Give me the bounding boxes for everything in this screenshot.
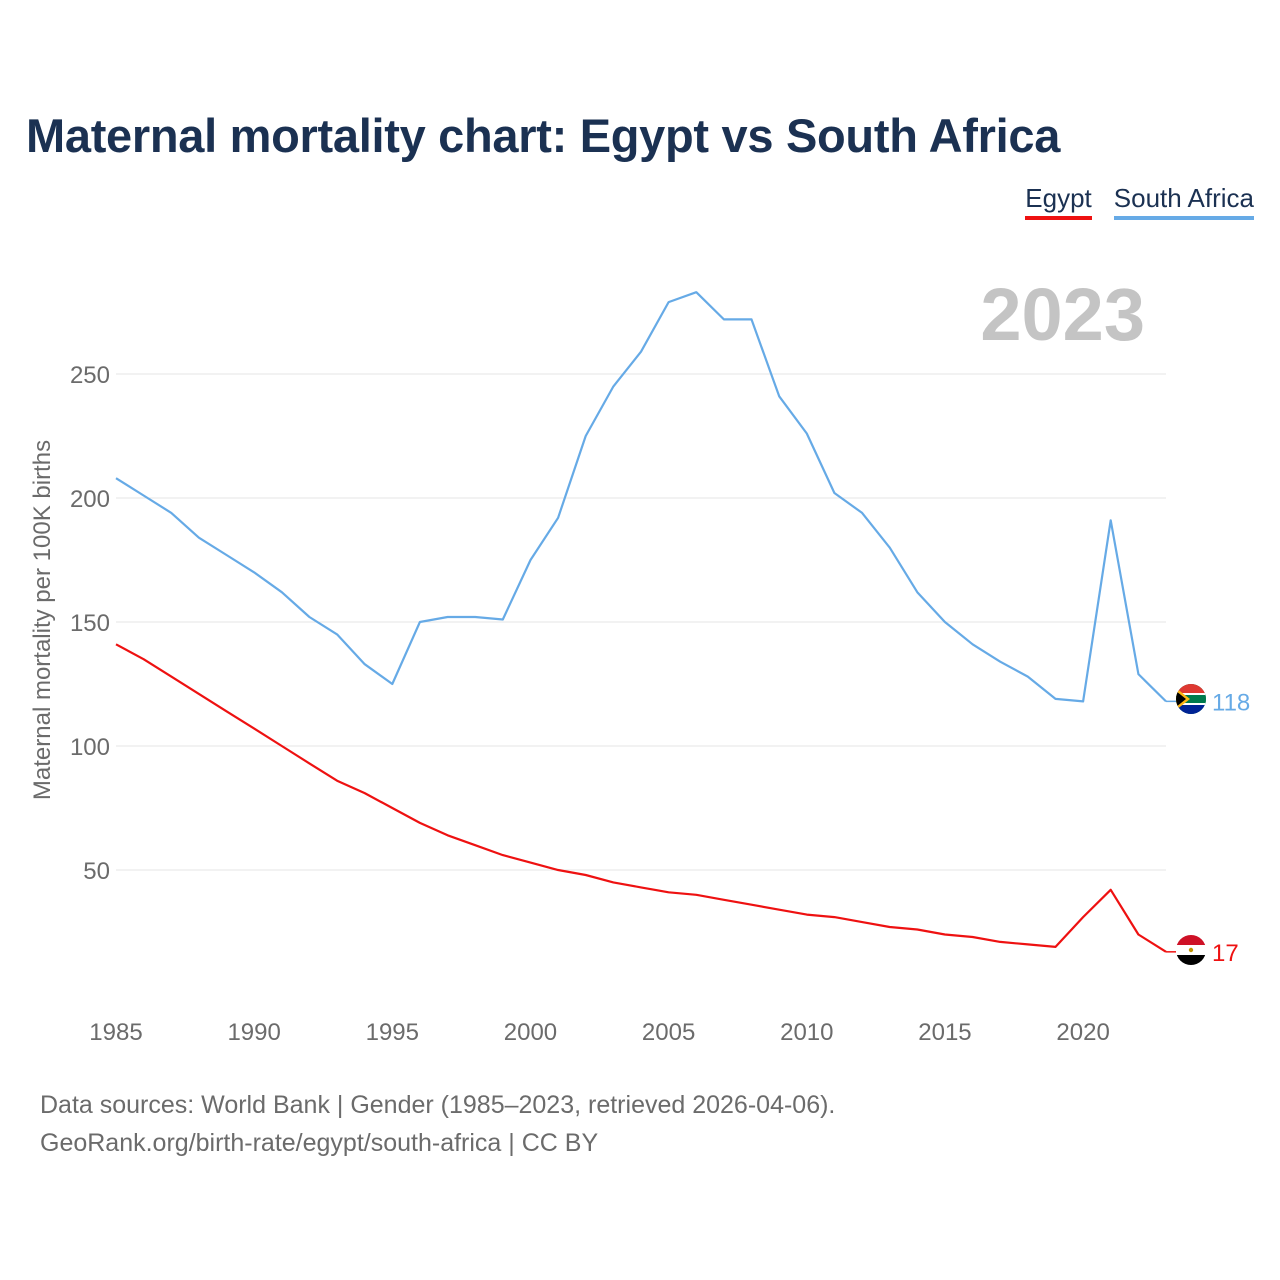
x-tick-label: 2020	[1056, 1019, 1109, 1046]
end-label-south-africa: 118	[1212, 689, 1250, 716]
y-tick-label: 50	[83, 858, 110, 885]
legend-item-egypt[interactable]: Egypt	[1025, 182, 1092, 220]
end-label-egypt: 17	[1212, 940, 1239, 967]
x-axis-ticks: 1985 1990 1995 2000 2005 2010 2015 2020	[89, 1019, 1109, 1046]
legend-item-south-africa[interactable]: South Africa	[1113, 182, 1254, 220]
x-tick-label: 1990	[227, 1019, 280, 1046]
line-chart: 50 100 150 200 250 1985 1990 1995 2000 2005 2010 2…	[29, 273, 1250, 1046]
x-tick-label: 1985	[89, 1019, 142, 1046]
source-line-1: Data sources: World Bank | Gender (1985–…	[40, 1091, 836, 1119]
series-line-egypt	[115, 643, 1167, 953]
x-tick-label: 2015	[918, 1019, 971, 1046]
end-labels: 17 118	[1212, 689, 1250, 966]
year-label: 2023	[980, 273, 1145, 356]
y-axis-label: Maternal mortality per 100K births	[29, 440, 56, 800]
y-axis-ticks: 50 100 150 200 250	[70, 362, 110, 885]
x-tick-label: 2010	[780, 1019, 833, 1046]
y-tick-label: 250	[70, 362, 110, 389]
egypt-flag-icon	[1176, 935, 1206, 965]
source-line-2[interactable]: GeoRank.org/birth-rate/egypt/south-afric…	[40, 1129, 599, 1157]
grid-lines	[116, 373, 1166, 871]
x-tick-label: 1995	[366, 1019, 419, 1046]
y-tick-label: 200	[70, 486, 110, 513]
series-line-south-africa	[115, 291, 1167, 703]
series-layer	[115, 291, 1176, 953]
y-tick-label: 150	[70, 610, 110, 637]
legend: Egypt South Africa	[1025, 182, 1254, 220]
source-notes: Data sources: World Bank | Gender (1985–…	[40, 1086, 835, 1162]
x-tick-label: 2005	[642, 1019, 695, 1046]
x-tick-label: 2000	[504, 1019, 557, 1046]
y-tick-label: 100	[70, 734, 110, 761]
south-africa-flag-icon	[1176, 684, 1206, 714]
chart-title: Maternal mortality chart: Egypt vs South…	[26, 109, 1061, 162]
